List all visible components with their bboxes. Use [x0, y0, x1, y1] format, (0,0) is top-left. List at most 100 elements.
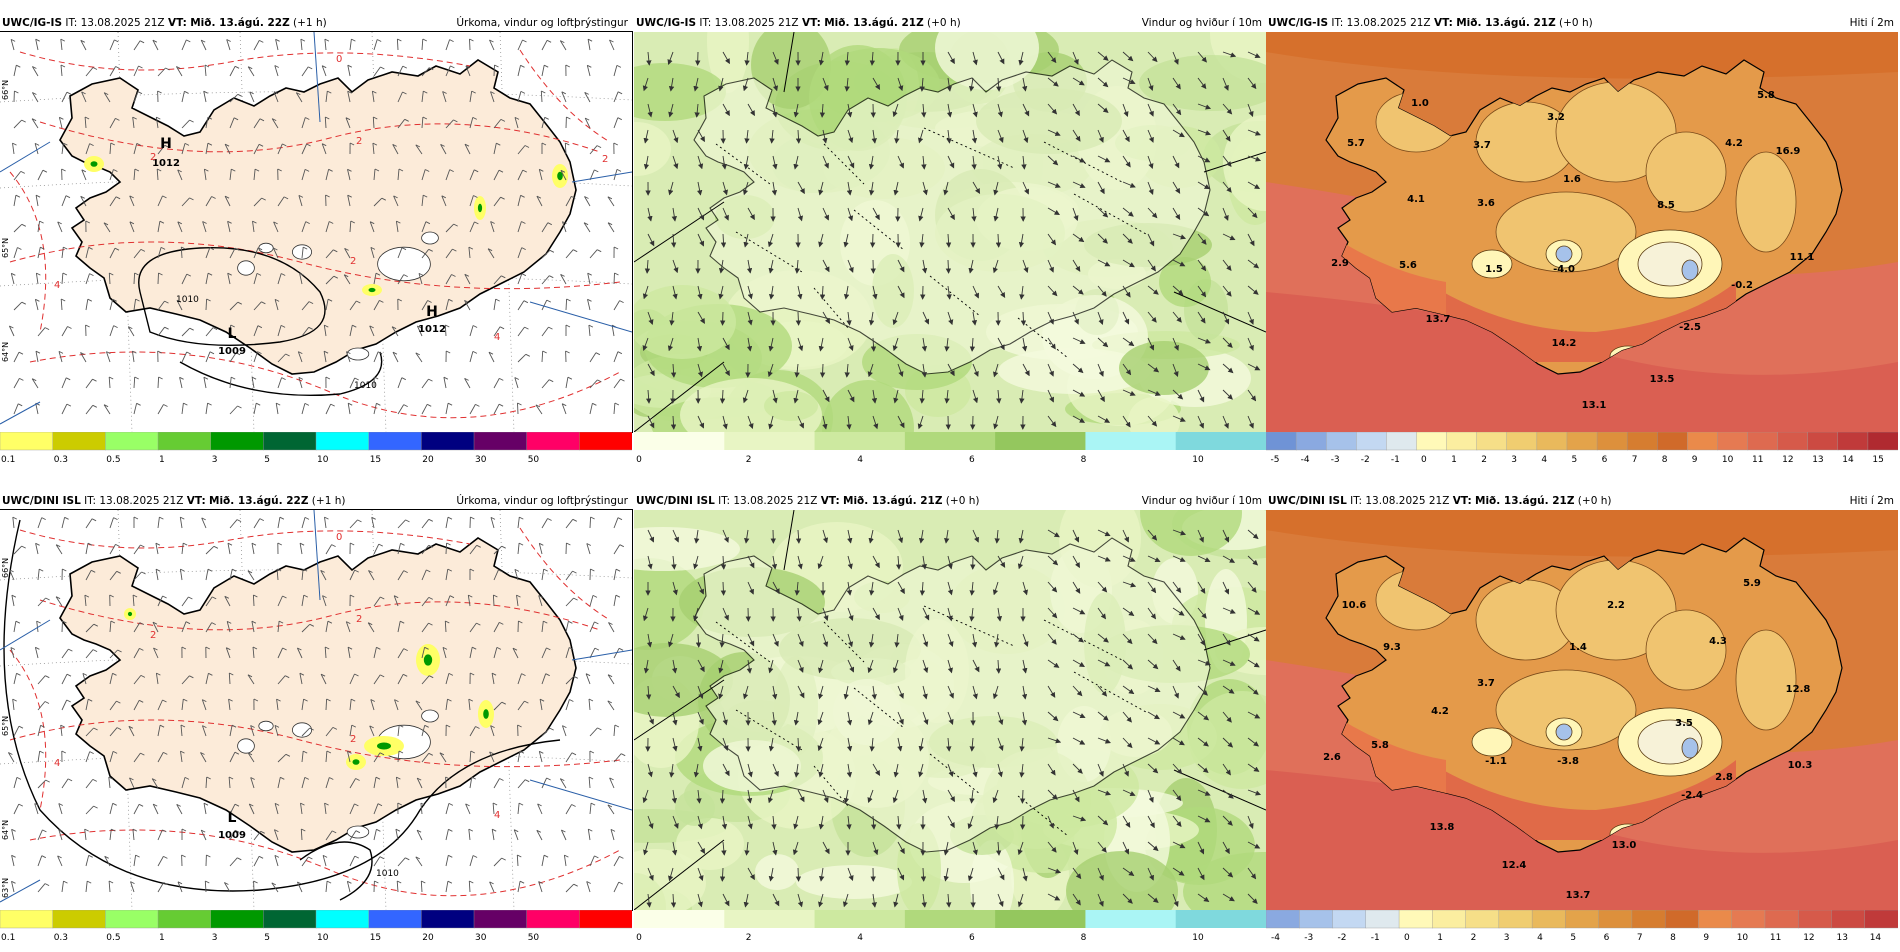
wind-barb: [518, 403, 519, 414]
temperature-contour-label: 2: [356, 614, 362, 625]
colorbar-swatch: [421, 910, 474, 928]
valid-time-label: VT:: [187, 495, 206, 507]
colorbar-tick-label: 0.1: [1, 455, 15, 465]
station-temperature-value: 5.6: [1399, 260, 1417, 271]
init-time: 13.08.2025 21Z: [1365, 495, 1449, 507]
station-temperature-value: 8.5: [1657, 200, 1675, 211]
colorbar-tick-label: 10: [1737, 933, 1749, 943]
colorbar-tick-label: 14: [1842, 455, 1854, 465]
model-name: UWC/DINI ISL: [636, 495, 715, 507]
init-time-label: IT:: [1350, 495, 1362, 507]
colorbar-swatch: [1416, 432, 1447, 450]
station-temperature-value: 1.6: [1563, 174, 1581, 185]
colorbar-swatch: [1399, 910, 1433, 928]
colorbar-swatch: [1366, 910, 1400, 928]
colorbar-swatch: [1657, 432, 1688, 450]
colorbar-swatch: [579, 910, 632, 928]
colorbar-tick-label: -5: [1271, 455, 1280, 465]
colorbar-swatch: [1778, 432, 1809, 450]
colorbar-swatch: [579, 432, 632, 450]
wind-barb: [134, 273, 135, 284]
colorbar-tick-label: 50: [528, 933, 540, 943]
temperature-contour-label: 4: [54, 280, 60, 291]
colorbar-swatch: [1477, 432, 1508, 450]
colorbar-tick-label: -2: [1338, 933, 1347, 943]
valid-time: Mið. 13.ágú. 22Z: [190, 17, 289, 29]
colorbar-swatch: [995, 910, 1086, 928]
valid-time-label: VT:: [1434, 17, 1453, 29]
station-temperature-value: 13.0: [1612, 840, 1637, 851]
init-time-label: IT:: [718, 495, 730, 507]
panel-header: UWC/IG-IS IT: 13.08.2025 21Z VT: Mið. 13…: [0, 14, 632, 32]
colorbar-swatch: [105, 910, 158, 928]
colorbar-tick-label: 15: [1872, 455, 1883, 465]
station-temperature-value: 11.1: [1790, 252, 1815, 263]
colorbar-tick-label: -1: [1391, 455, 1400, 465]
colorbar-tick-label: 12: [1803, 933, 1814, 943]
colorbar-tick-label: 0.1: [1, 933, 15, 943]
latitude-label: 66°N: [1, 558, 10, 578]
lead-time: (+0 h): [1578, 495, 1612, 507]
colorbar-tick-label: 7: [1632, 455, 1638, 465]
wind-arrow: [723, 582, 724, 595]
colorbar-swatch: [211, 910, 264, 928]
station-temperature-value: 1.4: [1569, 642, 1587, 653]
colorbar-swatch: [474, 432, 527, 450]
colorbar-tick-label: 4: [1537, 933, 1543, 943]
wind-barb: [397, 39, 398, 50]
panel-igis-precipitation: UWC/IG-IS IT: 13.08.2025 21Z VT: Mið. 13…: [0, 14, 632, 474]
colorbar-swatch: [1765, 910, 1799, 928]
glacier-outline: [238, 261, 255, 275]
colorbar-tick-label: 6: [969, 933, 975, 943]
colorbar-tick-label: 15: [370, 933, 381, 943]
colorbar-swatch: [1296, 432, 1327, 450]
colorbar-tick-label: 1: [159, 455, 165, 465]
wind-arrow: [798, 868, 799, 881]
colorbar-tick-label: 13: [1812, 455, 1823, 465]
map-svg: 10.69.33.72.25.91.44.34.23.512.82.65.8-1…: [1266, 510, 1898, 910]
colorbar-swatch: [995, 432, 1086, 450]
colorbar-tick-label: 30: [475, 455, 487, 465]
temperature-contour-label: 4: [494, 810, 500, 821]
valid-time: Mið. 13.ágú. 21Z: [1456, 17, 1555, 29]
colorbar-swatch: [1687, 432, 1718, 450]
pressure-system-letter: H: [426, 304, 438, 320]
map-svg: [634, 32, 1266, 432]
station-temperature-value: 12.8: [1786, 684, 1811, 695]
colorbar-swatch: [1698, 910, 1732, 928]
map-svg: H1012L1009H101210101010022424266°N65°N64…: [0, 32, 632, 432]
colorbar-tick-label: 6: [1604, 933, 1610, 943]
station-temperature-value: 4.3: [1709, 636, 1727, 647]
init-time-label: IT:: [699, 17, 711, 29]
colorbar-tick-label: 5: [264, 933, 270, 943]
wind-arrow: [723, 312, 724, 325]
station-temperature-value: 13.1: [1582, 400, 1607, 411]
colorbar-swatch: [1732, 910, 1766, 928]
temperature-contour-label: 4: [54, 758, 60, 769]
colorbar-tick-label: 7: [1637, 933, 1643, 943]
station-temperature-value: 4.1: [1407, 194, 1425, 205]
wind-arrow: [1022, 790, 1023, 803]
model-name: UWC/DINI ISL: [1268, 495, 1347, 507]
colorbar-swatch: [263, 910, 316, 928]
temperature-contour-label: 2: [350, 256, 356, 267]
colorbar-tick-label: 4: [1541, 455, 1547, 465]
precip-core: [478, 204, 482, 212]
colorbar-tick-label: 10: [1192, 933, 1204, 943]
pressure-system-letter: L: [228, 326, 237, 342]
panel-title: Vindur og hviður í 10m: [1142, 14, 1262, 32]
station-temperature-value: 3.7: [1477, 678, 1495, 689]
colorbar-tick-label: 10: [1192, 455, 1204, 465]
colorbar-swatch: [1632, 910, 1666, 928]
